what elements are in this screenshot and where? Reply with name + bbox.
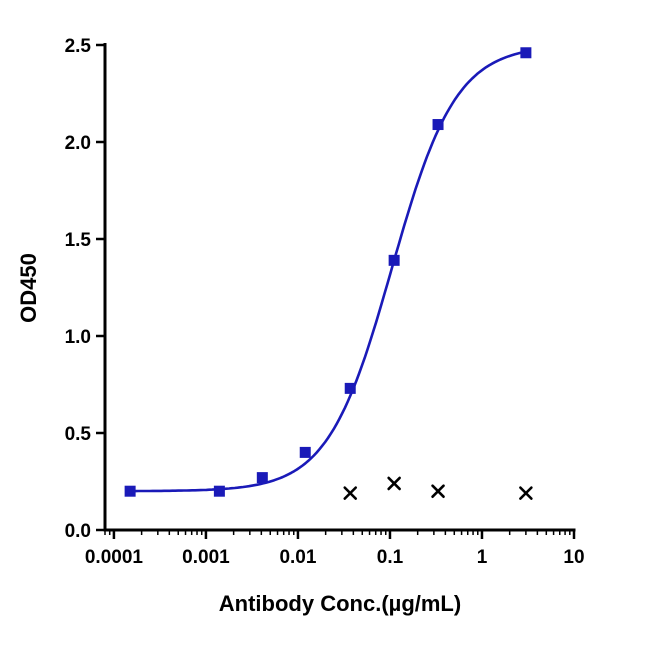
data-point-square <box>432 119 444 131</box>
data-point-square <box>388 254 400 266</box>
y-tick-label: 2.0 <box>65 133 91 154</box>
control-x-marker <box>519 486 533 500</box>
y-tick-label: 2.5 <box>65 36 92 57</box>
data-point-square <box>124 485 136 497</box>
fit-curve <box>128 50 528 493</box>
y-tick-label: 1.0 <box>65 327 91 348</box>
y-tick-label: 0.0 <box>65 521 91 542</box>
data-point-square <box>213 485 225 497</box>
control-x-marker <box>431 484 445 499</box>
x-tick-label: 0.1 <box>377 547 404 568</box>
data-point-square <box>520 47 532 59</box>
x-tick-label: 10 <box>563 547 584 568</box>
y-tick-label: 1.5 <box>65 230 92 251</box>
data-point-square <box>299 446 311 458</box>
control-x-marker <box>387 476 401 491</box>
y-tick-label: 0.5 <box>65 424 92 445</box>
data-point-square <box>256 472 268 484</box>
x-axis-title: Antibody Conc.(µg/mL) <box>219 591 461 616</box>
control-x-marker <box>343 486 358 500</box>
data-point-square <box>344 382 356 394</box>
x-tick-label: 0.01 <box>279 547 316 568</box>
x-tick-label: 0.0001 <box>85 547 144 568</box>
x-tick-label: 1 <box>477 547 488 568</box>
x-tick-label: 0.001 <box>182 547 230 568</box>
y-axis-title: OD450 <box>16 253 41 323</box>
